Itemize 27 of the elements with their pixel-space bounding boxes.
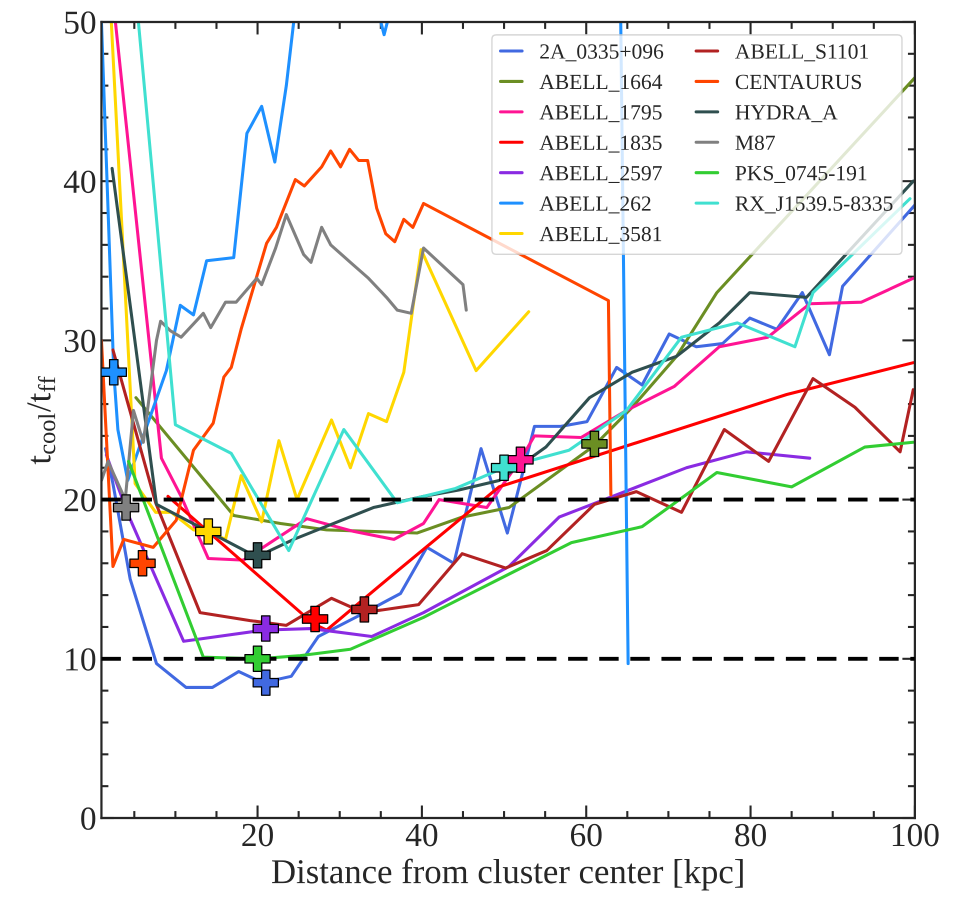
x-axis-title: Distance from cluster center [kpc] bbox=[272, 858, 743, 890]
legend-label: RX_J1539.5-8335 bbox=[736, 196, 893, 214]
y-tick-label: 50 bbox=[65, 11, 96, 34]
y-tick-label: 20 bbox=[64, 488, 96, 512]
legend-label: CENTAURUS bbox=[736, 74, 862, 90]
legend-label: ABELL_3581 bbox=[540, 226, 662, 244]
legend-label: HYDRA_A bbox=[736, 105, 838, 122]
legend-label: ABELL_2597 bbox=[540, 166, 662, 184]
legend-label: 2A_0335+096 bbox=[540, 44, 664, 62]
x-tick-label: 40 bbox=[406, 824, 438, 846]
legend-label: PKS_0745-191 bbox=[736, 166, 866, 184]
x-tick-label: 20 bbox=[242, 824, 273, 846]
legend-label: ABELL_262 bbox=[540, 196, 651, 214]
y-tick-label: 0 bbox=[81, 807, 96, 830]
point bbox=[101, 358, 128, 386]
y-tick-label: 40 bbox=[64, 170, 96, 194]
x-tick-label: 60 bbox=[570, 824, 602, 846]
legend-label: M87 bbox=[736, 135, 775, 150]
y-tick-label: 30 bbox=[64, 330, 96, 352]
x-tick-label: 100 bbox=[892, 824, 939, 846]
y-axis-title: t$_{cool}$/t$_{ff}$ bbox=[27, 376, 56, 464]
legend-label: ABELL_1795 bbox=[540, 105, 662, 122]
x-tick-label: 80 bbox=[735, 824, 766, 846]
y-tick-label: 10 bbox=[66, 648, 96, 671]
legend-label: ABELL_1664 bbox=[540, 74, 662, 92]
legend-label: ABELL_1835 bbox=[540, 135, 662, 153]
legend-label: ABELL_S1101 bbox=[735, 44, 868, 62]
